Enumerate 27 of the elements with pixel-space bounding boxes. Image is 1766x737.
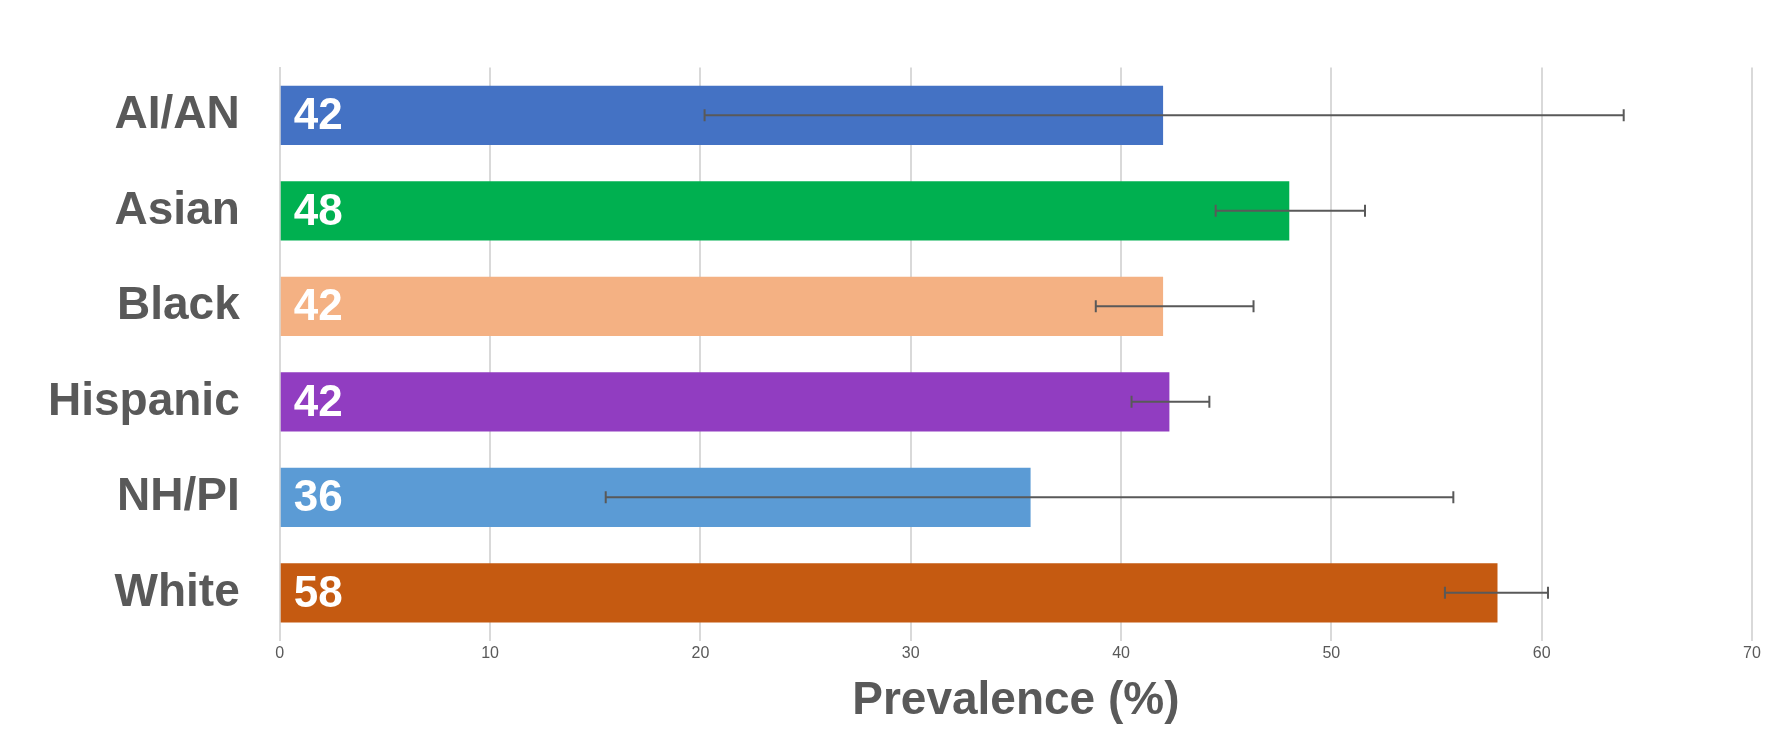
y-tick-label: Asian <box>114 181 240 234</box>
x-tick-label: 10 <box>481 643 500 661</box>
y-tick-label: Black <box>116 277 241 330</box>
y-tick-label: AI/AN <box>114 86 240 139</box>
bar <box>280 181 1290 241</box>
x-tick-label: 30 <box>901 643 920 661</box>
x-tick-label: 20 <box>691 643 710 661</box>
y-tick-label: NH/PI <box>117 468 240 521</box>
data-label: 42 <box>293 375 343 425</box>
x-tick-label: 70 <box>1743 643 1761 661</box>
data-label: 42 <box>293 89 343 139</box>
bar <box>280 372 1170 432</box>
bar <box>280 276 1164 336</box>
y-tick-label: White <box>114 563 240 616</box>
x-tick-label: 40 <box>1112 643 1131 661</box>
data-label: 42 <box>293 280 343 330</box>
y-tick-label: Hispanic <box>47 372 240 425</box>
data-label: 36 <box>293 471 343 521</box>
data-label: 58 <box>293 566 343 616</box>
x-tick-label: 50 <box>1322 643 1341 661</box>
bar <box>280 467 1031 527</box>
x-tick-label: 60 <box>1532 643 1551 661</box>
x-axis-title: Prevalence (%) <box>852 672 1180 725</box>
x-tick-label: 0 <box>275 643 285 661</box>
bar <box>280 563 1498 623</box>
bar <box>280 85 1164 145</box>
data-label: 48 <box>293 184 343 234</box>
